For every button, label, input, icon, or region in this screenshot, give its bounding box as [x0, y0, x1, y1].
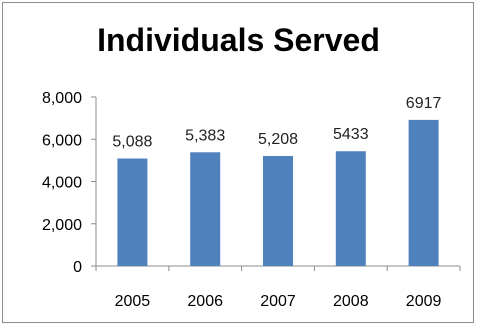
y-tick-label: 0 [73, 259, 82, 276]
x-tick-label: 2005 [115, 293, 151, 310]
y-tick-label: 2,000 [42, 217, 82, 234]
data-label: 5433 [333, 126, 369, 143]
chart-title: Individuals Served [97, 22, 380, 58]
bar [117, 158, 148, 266]
bar [408, 119, 439, 266]
bar [263, 155, 293, 266]
data-labels: 5,088 5,383 5,208 5433 6917 [112, 95, 441, 151]
y-tick-label: 8,000 [42, 90, 82, 107]
x-tick-label: 2009 [406, 293, 442, 310]
y-tick-label: 4,000 [42, 175, 82, 192]
data-label: 5,208 [258, 131, 298, 148]
chart-frame [2, 2, 474, 323]
x-tick-label: 2008 [333, 293, 369, 310]
x-tick-label: 2007 [260, 293, 296, 310]
axes: 0 2,000 4,000 6,000 8,000 2005 2006 2007 2008 200… [42, 90, 461, 310]
bar [190, 152, 221, 266]
data-label: 5,088 [112, 134, 152, 151]
x-tick-label: 2006 [187, 293, 223, 310]
data-label: 6917 [406, 95, 442, 112]
data-label: 5,383 [185, 127, 225, 144]
bar [335, 151, 366, 266]
bars [117, 119, 439, 266]
y-tick-label: 6,000 [42, 132, 82, 149]
